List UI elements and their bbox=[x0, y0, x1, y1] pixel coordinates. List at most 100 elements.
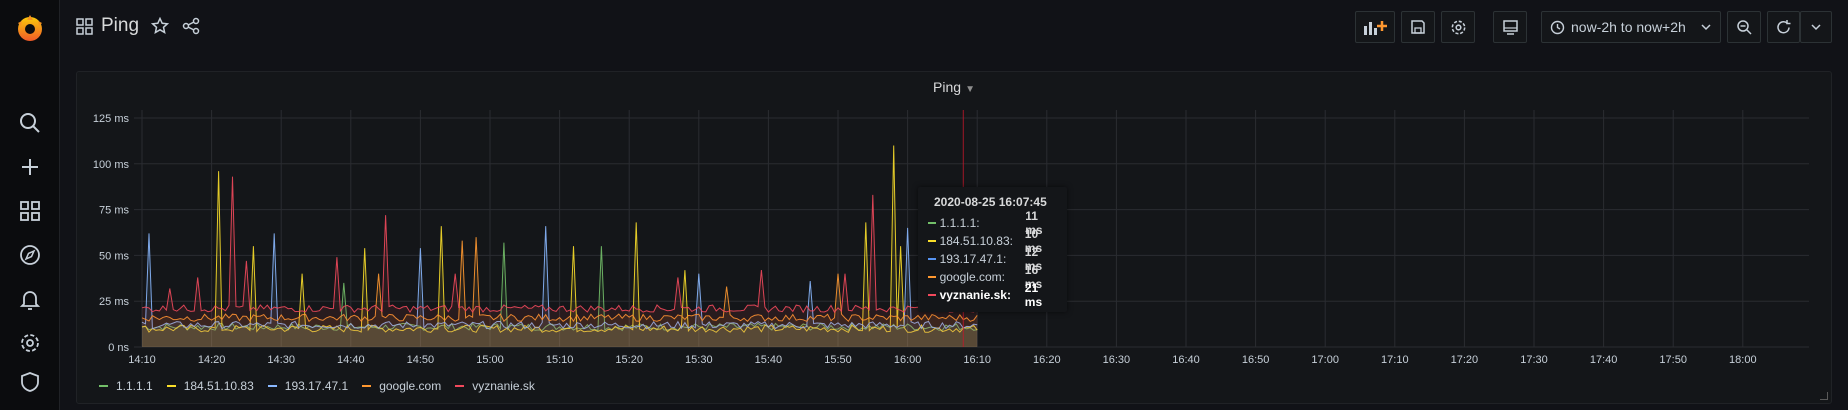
add-panel-button[interactable] bbox=[1355, 11, 1395, 43]
y-tick-label: 75 ms bbox=[99, 205, 129, 217]
legend-swatch bbox=[166, 385, 176, 387]
y-tick-label: 25 ms bbox=[99, 296, 129, 308]
x-tick-label: 16:30 bbox=[1103, 354, 1131, 366]
x-tick-label: 15:00 bbox=[476, 354, 504, 366]
top-navbar: Ping now-2h to now+2h bbox=[60, 0, 1848, 54]
graph-tooltip: 2020-08-25 16:07:45 1.1.1.1: 11 ms 184.51.… bbox=[918, 187, 1067, 312]
shield-icon[interactable] bbox=[18, 370, 42, 394]
add-panel-icon bbox=[1364, 21, 1387, 35]
refresh-interval-button[interactable] bbox=[1800, 11, 1832, 43]
x-tick-label: 17:10 bbox=[1381, 354, 1409, 366]
refresh-button[interactable] bbox=[1767, 11, 1800, 43]
gear-icon[interactable] bbox=[18, 331, 42, 355]
dashboard-grid-icon bbox=[76, 18, 93, 40]
legend-item[interactable]: 193.17.47.1 bbox=[267, 379, 349, 393]
tooltip-time: 2020-08-25 16:07:45 bbox=[934, 195, 1047, 209]
tooltip-swatch bbox=[928, 276, 936, 278]
settings-button[interactable] bbox=[1441, 11, 1475, 43]
zoom-out-button[interactable] bbox=[1727, 11, 1761, 43]
x-tick-label: 16:10 bbox=[963, 354, 991, 366]
x-tick-label: 18:00 bbox=[1729, 354, 1757, 366]
x-tick-label: 14:20 bbox=[198, 354, 226, 366]
bell-icon[interactable] bbox=[18, 287, 42, 311]
tooltip-row: 1.1.1.1: 11 ms bbox=[928, 209, 1057, 237]
x-tick-label: 17:50 bbox=[1659, 354, 1687, 366]
graph-panel: Ping ▼ 0 ns 25 ms 50 ms 75 ms 100 ms 125 ms 14… bbox=[76, 71, 1832, 404]
legend-item[interactable]: 1.1.1.1 bbox=[99, 379, 153, 393]
series-line-4 bbox=[141, 176, 978, 314]
legend-label: google.com bbox=[379, 379, 442, 393]
chevron-down-icon bbox=[1701, 24, 1711, 31]
tooltip-series-name: 184.51.10.83: bbox=[939, 234, 1013, 248]
y-axis: 0 ns 25 ms 50 ms 75 ms 100 ms 125 ms bbox=[93, 113, 130, 354]
x-tick-label: 15:40 bbox=[755, 354, 783, 366]
chevron-down-icon: ▼ bbox=[965, 84, 975, 95]
series-line-3 bbox=[141, 237, 978, 323]
search-icon[interactable] bbox=[18, 111, 42, 135]
panel-title[interactable]: Ping bbox=[933, 79, 962, 95]
legend-label: 184.51.10.83 bbox=[183, 379, 254, 393]
y-tick-label: 100 ms bbox=[93, 159, 130, 171]
tooltip-series-value: 10 ms bbox=[1024, 227, 1043, 255]
x-tick-label: 15:50 bbox=[824, 354, 852, 366]
x-tick-label: 14:10 bbox=[128, 354, 156, 366]
clock-icon bbox=[1550, 20, 1565, 34]
x-tick-label: 14:30 bbox=[267, 354, 295, 366]
series-line-2 bbox=[141, 226, 978, 330]
compass-icon[interactable] bbox=[18, 243, 42, 267]
x-tick-label: 17:20 bbox=[1451, 354, 1479, 366]
grafana-logo-icon[interactable] bbox=[13, 11, 47, 45]
x-tick-label: 16:50 bbox=[1242, 354, 1270, 366]
x-tick-label: 16:20 bbox=[1033, 354, 1061, 366]
x-tick-label: 15:20 bbox=[615, 354, 643, 366]
series-area-4 bbox=[142, 176, 978, 347]
sidebar bbox=[0, 0, 60, 410]
x-tick-label: 17:40 bbox=[1590, 354, 1618, 366]
legend-item[interactable]: 184.51.10.83 bbox=[166, 379, 254, 393]
tooltip-swatch bbox=[928, 258, 936, 260]
series-area-0 bbox=[142, 242, 978, 347]
series-group bbox=[141, 145, 978, 347]
x-tick-label: 15:10 bbox=[546, 354, 574, 366]
tooltip-series-value: 12 ms bbox=[1024, 245, 1043, 273]
tooltip-series-name: vyznanie.sk: bbox=[939, 288, 1011, 302]
legend-label: 1.1.1.1 bbox=[116, 379, 153, 393]
tooltip-swatch bbox=[928, 222, 936, 224]
legend-swatch bbox=[267, 385, 277, 387]
series-line-1 bbox=[141, 145, 978, 334]
legend-swatch bbox=[455, 385, 465, 387]
legend-item[interactable]: vyznanie.sk bbox=[455, 379, 535, 393]
tooltip-swatch bbox=[928, 240, 936, 242]
tooltip-series-value: 21 ms bbox=[1024, 281, 1043, 309]
monitor-icon bbox=[1502, 19, 1518, 35]
save-icon bbox=[1411, 20, 1425, 34]
tooltip-row: google.com: 16 ms bbox=[928, 263, 1057, 291]
dashboards-icon[interactable] bbox=[18, 199, 42, 223]
refresh-icon bbox=[1777, 19, 1791, 33]
y-tick-label: 0 ns bbox=[108, 342, 129, 354]
legend-item[interactable]: google.com bbox=[362, 379, 441, 393]
time-range-picker[interactable]: now-2h to now+2h bbox=[1541, 11, 1721, 43]
x-tick-label: 16:00 bbox=[894, 354, 922, 366]
x-tick-label: 16:40 bbox=[1172, 354, 1200, 366]
legend: 1.1.1.1 184.51.10.83 193.17.47.1 google.com… bbox=[99, 379, 535, 393]
y-tick-label: 125 ms bbox=[93, 113, 130, 125]
panel-header[interactable]: Ping ▼ bbox=[77, 79, 1831, 95]
legend-label: 193.17.47.1 bbox=[284, 379, 349, 393]
legend-label: vyznanie.sk bbox=[472, 379, 535, 393]
chevron-down-icon bbox=[1811, 24, 1821, 31]
plus-icon[interactable] bbox=[18, 155, 42, 179]
save-button[interactable] bbox=[1401, 11, 1435, 43]
tooltip-row: vyznanie.sk: 21 ms bbox=[928, 281, 1057, 309]
panel-resize-handle[interactable] bbox=[1820, 392, 1828, 400]
tooltip-row: 184.51.10.83: 10 ms bbox=[928, 227, 1057, 255]
gear-icon bbox=[1451, 20, 1465, 34]
x-axis: 14:10 14:20 14:30 14:40 14:50 15:00 15:10 15:20… bbox=[128, 354, 1756, 366]
star-icon[interactable] bbox=[150, 16, 170, 40]
share-icon[interactable] bbox=[182, 17, 200, 40]
x-tick-label: 17:00 bbox=[1311, 354, 1339, 366]
tv-mode-button[interactable] bbox=[1493, 11, 1527, 43]
x-tick-label: 14:50 bbox=[407, 354, 435, 366]
dashboard-title[interactable]: Ping bbox=[101, 15, 140, 36]
